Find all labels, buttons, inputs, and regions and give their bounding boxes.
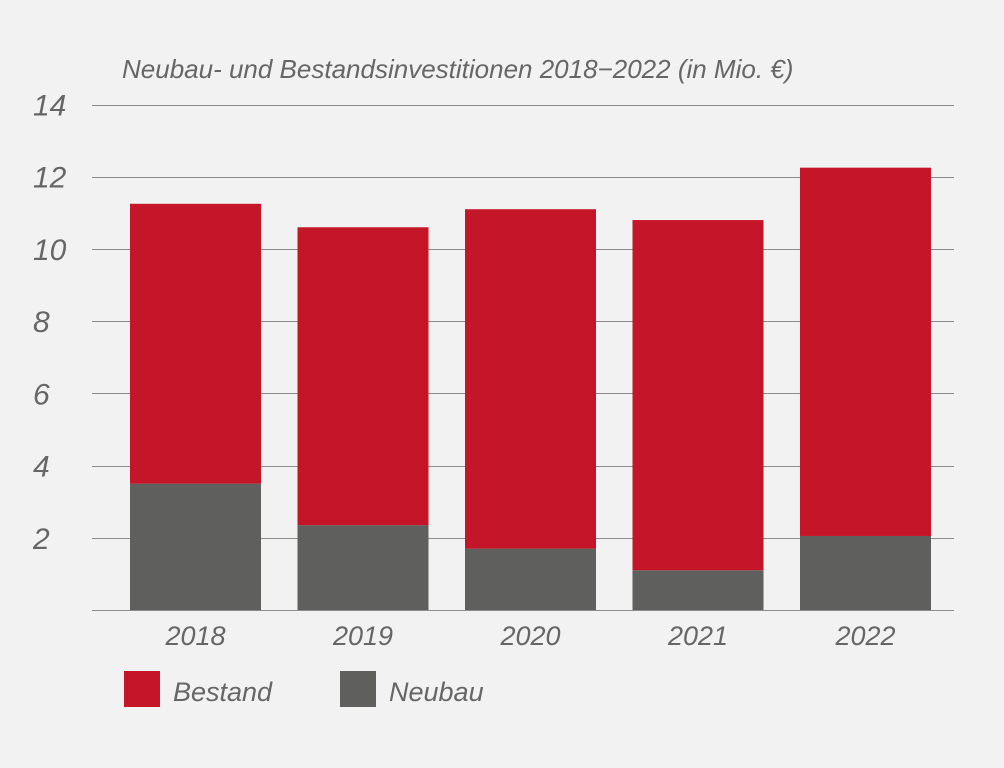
- y-tick-label-8: 8: [33, 306, 50, 339]
- x-tick-label-2021: 2021: [667, 621, 728, 651]
- bar-bestand-2020: [465, 209, 596, 549]
- bar-series: [130, 167, 931, 610]
- legend-label-bestand: Bestand: [173, 677, 273, 707]
- x-tick-label-2019: 2019: [332, 621, 393, 651]
- bar-neubau-2020: [465, 548, 596, 610]
- y-tick-label-4: 4: [33, 451, 50, 484]
- y-tick-label-2: 2: [32, 523, 50, 556]
- bar-neubau-2018: [130, 483, 261, 610]
- x-axis-tick-labels: 2018 2019 2020 2021 2022: [164, 621, 895, 651]
- legend-swatch-neubau: [340, 671, 376, 707]
- legend-swatch-bestand: [124, 671, 160, 707]
- x-tick-label-2018: 2018: [164, 621, 225, 651]
- x-tick-label-2020: 2020: [499, 621, 560, 651]
- chart-title: Neubau- und Bestandsinvestitionen 2018−2…: [122, 54, 793, 84]
- bar-bestand-2018: [130, 203, 261, 484]
- y-tick-label-10: 10: [33, 234, 67, 267]
- bar-neubau-2021: [632, 570, 764, 610]
- y-tick-label-12: 12: [33, 162, 67, 195]
- bar-neubau-2019: [297, 525, 429, 610]
- x-tick-label-2022: 2022: [834, 621, 895, 651]
- bar-bestand-2021: [632, 220, 764, 571]
- legend-label-neubau: Neubau: [389, 677, 484, 707]
- bar-neubau-2022: [800, 535, 931, 610]
- y-tick-label-6: 6: [33, 378, 50, 411]
- legend: Bestand Neubau: [124, 671, 484, 707]
- bar-bestand-2019: [297, 227, 429, 526]
- y-axis-tick-labels: 2 4 6 8 10 12 14: [32, 90, 67, 556]
- bar-bestand-2022: [800, 167, 931, 536]
- y-tick-label-14: 14: [33, 90, 66, 123]
